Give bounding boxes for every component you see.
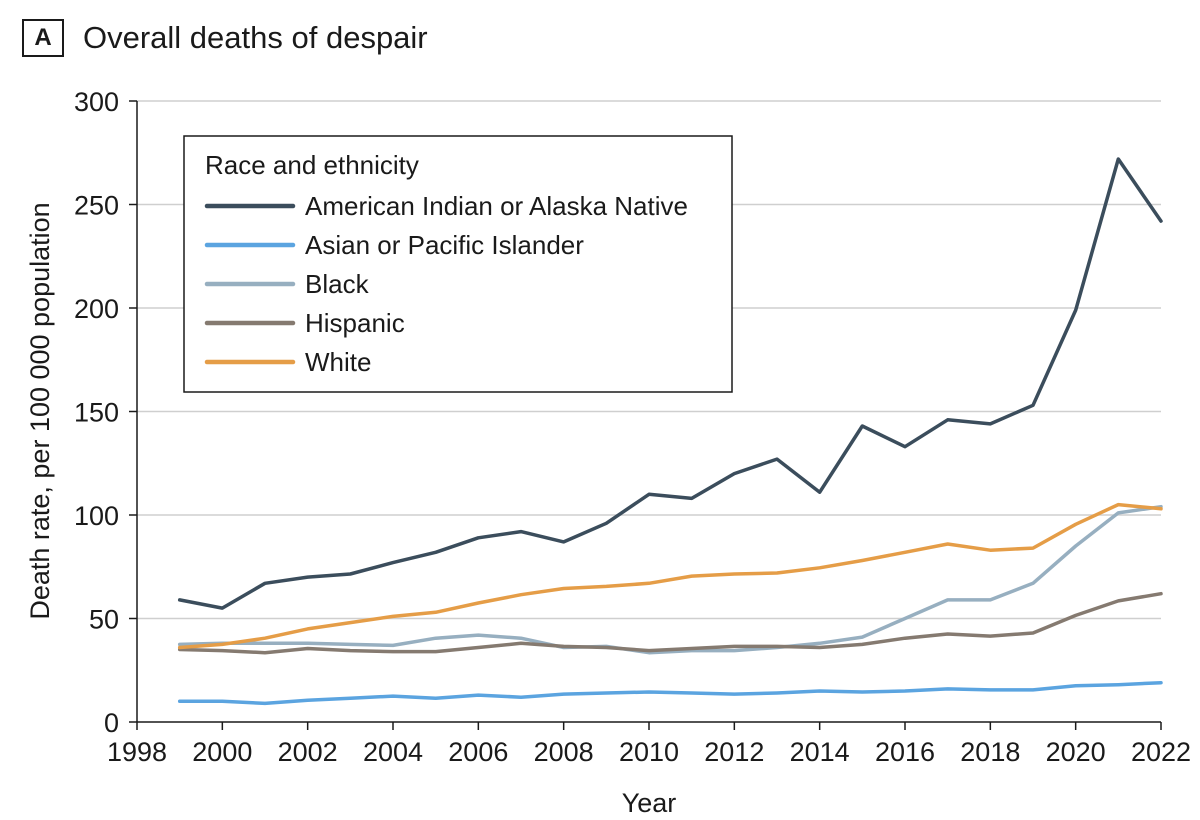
- legend-box: [183, 135, 733, 393]
- legend-item: American Indian or Alaska Native: [204, 191, 688, 221]
- legend-label: Black: [305, 269, 370, 299]
- legend-label: American Indian or Alaska Native: [305, 191, 688, 221]
- y-tick-label: 300: [74, 87, 119, 117]
- x-tick-label: 2008: [534, 737, 594, 767]
- x-tick-label: 2000: [192, 737, 252, 767]
- x-tick-label: 2016: [875, 737, 935, 767]
- panel-label-badge: A: [22, 19, 64, 57]
- y-tick-label: 150: [74, 398, 119, 428]
- y-tick-label: 50: [89, 605, 119, 635]
- x-tick-label: 2004: [363, 737, 423, 767]
- legend-item: Asian or Pacific Islander: [204, 230, 584, 260]
- x-tick-label: 2006: [448, 737, 508, 767]
- legend-items: American Indian or Alaska Native Asian or…: [204, 191, 688, 377]
- legend-item: White: [204, 347, 371, 377]
- x-tick-label: 1998: [107, 737, 167, 767]
- series-line: [177, 157, 1163, 610]
- panel-title: Overall deaths of despair: [83, 20, 428, 55]
- x-tick-label: 2020: [1046, 737, 1106, 767]
- y-tick-label: 250: [74, 191, 119, 221]
- x-tick-label: 2010: [619, 737, 679, 767]
- series-line: [177, 502, 1163, 650]
- series-line: [177, 680, 1163, 706]
- x-tick-label: 2014: [790, 737, 850, 767]
- x-tick-label: 2022: [1131, 737, 1191, 767]
- x-tick-labels: 1998 2000 2002 2004 2006 2008 2010 2012 2014 2016…: [107, 737, 1191, 767]
- legend-item: Hispanic: [204, 308, 405, 338]
- legend-label: White: [305, 347, 371, 377]
- y-axis-label: Death rate, per 100 000 population: [25, 202, 55, 619]
- legend-label: Hispanic: [305, 308, 405, 338]
- series-line: [177, 504, 1163, 655]
- series-lines: [177, 157, 1163, 706]
- y-tick-label: 100: [74, 501, 119, 531]
- x-tick-label: 2012: [704, 737, 764, 767]
- x-tick-label: 2018: [960, 737, 1020, 767]
- x-axis-label: Year: [622, 788, 677, 818]
- axes: [129, 100, 1162, 730]
- y-tick-label: 0: [104, 708, 119, 738]
- legend: Race and ethnicity American Indian or Al…: [183, 135, 733, 393]
- legend-title: Race and ethnicity: [205, 150, 419, 180]
- x-tick-label: 2002: [278, 737, 338, 767]
- y-tick-label: 200: [74, 294, 119, 324]
- series-line: [177, 591, 1163, 655]
- legend-label: Asian or Pacific Islander: [305, 230, 584, 260]
- legend-item: Black: [204, 269, 370, 299]
- y-tick-labels: 0 50 100 150 200 250 300: [74, 87, 119, 738]
